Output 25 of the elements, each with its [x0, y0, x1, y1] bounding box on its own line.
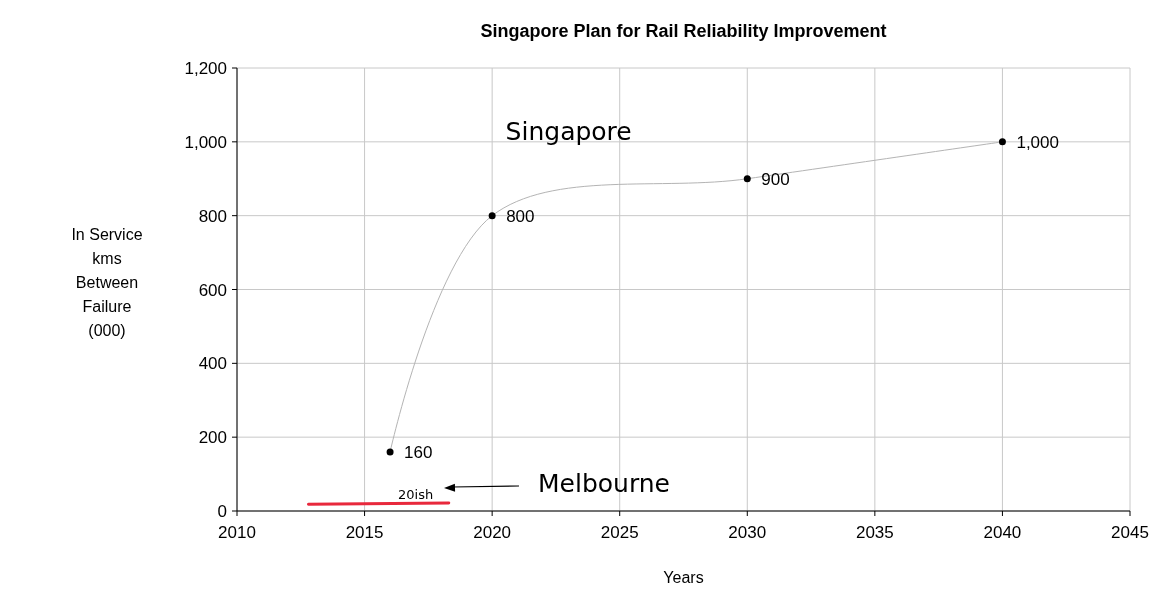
data-label: 800: [506, 206, 535, 226]
data-label: 900: [761, 169, 790, 189]
y-tick-label: 1,000: [184, 132, 227, 152]
y-tick-label: 200: [198, 428, 227, 448]
x-tick-label: 2020: [473, 523, 512, 542]
y-tick-label: 0: [217, 502, 227, 521]
annotation: 20ish: [398, 486, 434, 502]
x-tick-label: 2035: [855, 523, 894, 542]
y-tick-label: 600: [198, 280, 227, 300]
annotation: Melbourne: [538, 469, 670, 498]
y-axis-title: In Service kms Between Failure (000): [71, 226, 143, 339]
x-axis-title: Years: [663, 569, 704, 586]
x-tick-label: 2010: [218, 523, 256, 542]
data-label: 160: [404, 442, 433, 462]
y-tick-label: 1,200: [184, 59, 227, 78]
x-tick-label: 2015: [345, 523, 384, 542]
data-label: 1,000: [1016, 132, 1059, 152]
y-tick-label: 800: [198, 206, 227, 226]
series-label: Singapore: [505, 116, 632, 146]
x-tick-label: 2040: [983, 523, 1022, 542]
y-tick-label: 400: [198, 354, 227, 374]
x-tick-label: 2025: [600, 523, 639, 542]
chart-title: Singapore Plan for Rail Reliability Improvement: [480, 21, 887, 41]
x-tick-label: 2045: [1111, 523, 1149, 542]
x-tick-label: 2030: [728, 523, 767, 542]
